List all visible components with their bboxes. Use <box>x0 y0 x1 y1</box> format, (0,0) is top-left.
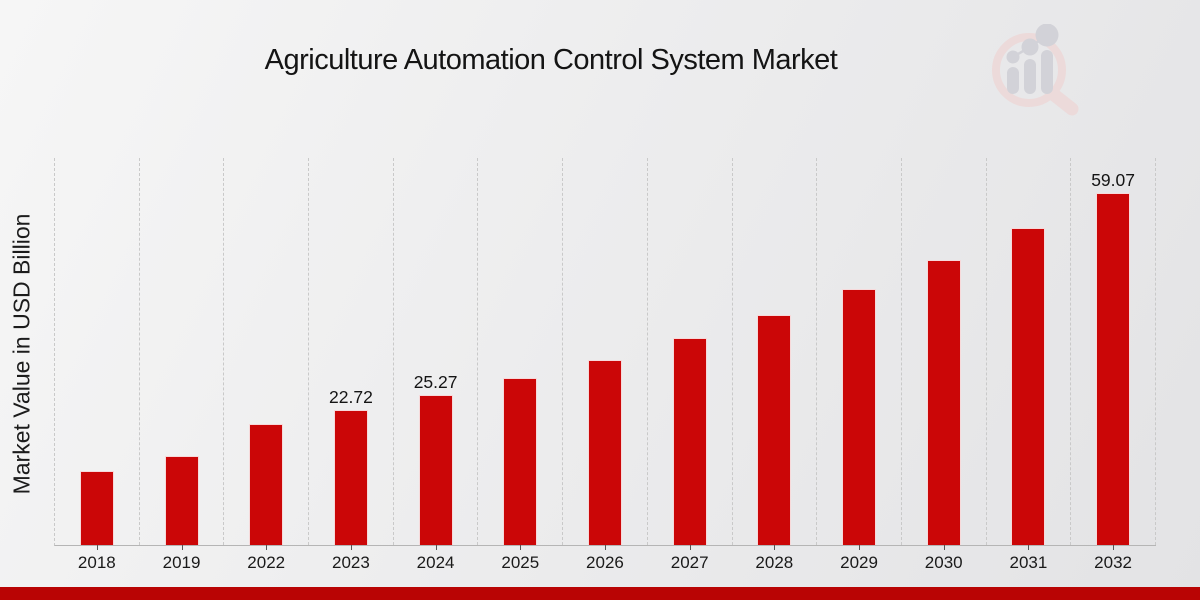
x-axis-tick <box>96 545 98 550</box>
bar-2032: 59.07 <box>1091 170 1135 545</box>
x-axis-label-2029: 2029 <box>840 553 878 572</box>
bar-2019 <box>164 456 199 545</box>
chart-column-2029: 2029 <box>817 158 902 572</box>
magnifier-chart-logo-icon <box>992 24 1079 116</box>
bar-2028 <box>757 314 792 545</box>
chart-column-2030: 2030 <box>902 158 987 572</box>
chart-column-2022: 2022 <box>224 158 310 572</box>
x-axis-label-2027: 2027 <box>670 553 709 572</box>
bar-2027 <box>672 337 707 545</box>
bar-2029 <box>842 289 877 545</box>
bar-2024: 25.27 <box>414 372 457 545</box>
x-axis-label-2030: 2030 <box>924 553 963 572</box>
bar-2025 <box>503 378 538 545</box>
chart-column-2019: 2019 <box>140 158 225 572</box>
bar-2023: 22.72 <box>329 387 373 545</box>
chart-column-2027: 2027 <box>648 158 733 572</box>
x-axis-tick <box>604 545 606 550</box>
x-axis-tick <box>435 545 437 550</box>
x-axis-label-2026: 2026 <box>586 553 624 572</box>
x-axis-tick <box>266 545 268 550</box>
data-label-2032: 59.07 <box>1091 170 1135 191</box>
x-axis-label-2024: 2024 <box>416 553 455 572</box>
x-axis-tick <box>350 545 352 550</box>
bottom-accent-bar <box>0 587 1200 600</box>
chart-column-2025: 2025 <box>478 158 564 572</box>
x-axis-tick <box>520 545 522 550</box>
chart-column-2026: 2026 <box>563 158 648 572</box>
chart-column-2031: 2031 <box>987 158 1072 572</box>
bar-2026 <box>587 359 622 545</box>
y-axis-title: Market Value in USD Billion <box>8 213 35 495</box>
bar-2018 <box>79 470 114 545</box>
page-title: Agriculture Automation Control System Ma… <box>264 44 838 76</box>
bar-2022 <box>249 423 284 545</box>
data-label-2023: 22.72 <box>329 386 373 407</box>
x-axis-tick <box>689 545 691 550</box>
chart-column-2032: 59.07 2032 <box>1071 158 1156 572</box>
chart-column-2023: 22.72 2023 <box>309 158 394 572</box>
chart-column-2018: 2018 <box>55 158 140 572</box>
x-axis-label-2023: 2023 <box>331 553 370 572</box>
x-axis-label-2031: 2031 <box>1009 553 1048 572</box>
x-axis-label-2028: 2028 <box>755 553 794 572</box>
chart-column-2024: 25.27 2024 <box>394 158 479 572</box>
x-axis-tick <box>774 545 776 550</box>
data-label-2024: 25.27 <box>413 371 458 392</box>
x-axis-label-2032: 2032 <box>1094 553 1132 572</box>
x-axis-tick <box>1028 545 1030 550</box>
bar-2031 <box>1011 228 1046 545</box>
x-axis-tick <box>943 545 945 550</box>
x-axis-label-2022: 2022 <box>247 553 286 572</box>
bar-chart-plot-area: 2018 2019 2022 22.72 2023 25.27 2024 2025 2026 20… <box>54 158 1156 572</box>
x-axis-tick <box>859 545 861 550</box>
x-axis-label-2018: 2018 <box>77 553 116 572</box>
bar-2030 <box>926 259 961 545</box>
x-axis-tick <box>1113 545 1115 550</box>
chart-column-2028: 2028 <box>733 158 818 572</box>
x-axis-label-2025: 2025 <box>501 553 540 572</box>
x-axis-label-2019: 2019 <box>162 553 201 572</box>
x-axis-tick <box>181 545 183 550</box>
